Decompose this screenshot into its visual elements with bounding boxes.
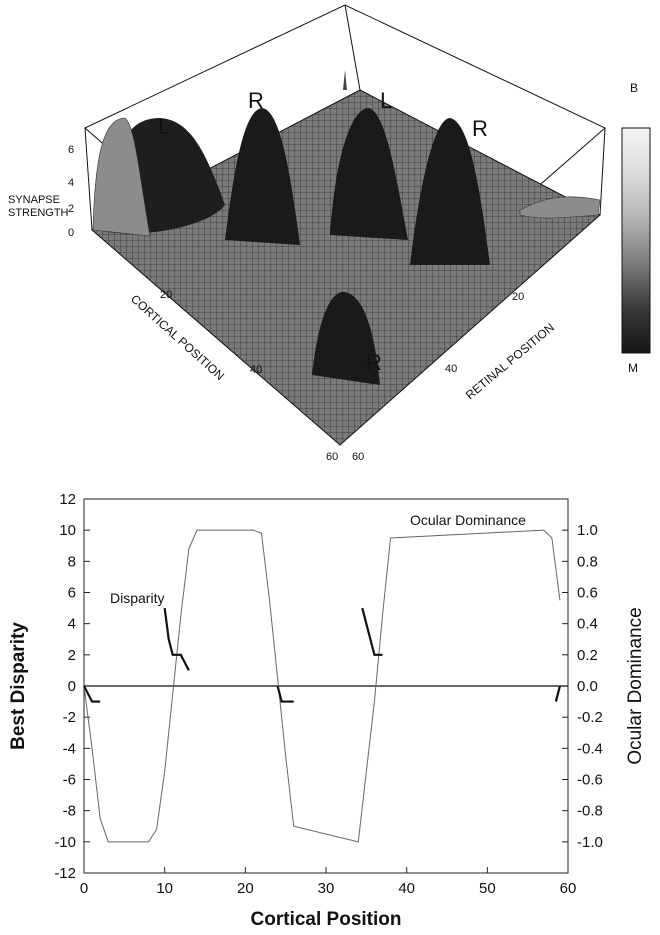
y-left-tick-label: -12 (54, 865, 76, 882)
y-axis-right: 1.0 0.8 0.6 0.4 0.2 0.0 -0.2 -0.4 -0.6 -0.8 -1.0 (562, 522, 603, 851)
y-right-tick-label: -0.2 (577, 709, 603, 726)
y-left-tick-label: -8 (63, 803, 76, 820)
y-tick-40: 40 (445, 363, 457, 375)
y-left-tick-label: 8 (68, 553, 76, 570)
series-disparity-segment (83, 685, 101, 703)
box-edge-back (344, 4, 361, 91)
x-tick-label: 40 (398, 880, 415, 897)
y-right-tick-label: 1.0 (577, 522, 598, 539)
y-right-tick-label: 0.2 (577, 647, 598, 664)
series-layer (83, 529, 568, 843)
series-disparity-segment (276, 685, 294, 703)
x-axis-title: Cortical Position (251, 909, 402, 930)
annotation-disparity: Disparity (110, 590, 164, 606)
y-right-tick-label: -1.0 (577, 834, 603, 851)
z-axis-label-line2: STRENGTH (8, 207, 69, 219)
peak-label-r3: R (366, 350, 382, 375)
y-axis-left: 12 10 8 6 4 2 0 -2 -4 -6 -8 -10 -12 (54, 491, 90, 882)
peak-right-1 (225, 108, 300, 245)
series-disparity-segment (163, 607, 190, 671)
z-tick-0: 0 (68, 227, 74, 239)
y-left-tick-label: 12 (59, 491, 76, 508)
peak-right-2 (410, 118, 490, 265)
y-axis-label: RETINAL POSITION (463, 320, 557, 402)
annotation-ocular-dominance: Ocular Dominance (410, 512, 526, 528)
colorbar-top-label: B (630, 81, 638, 95)
y-right-tick-label: -0.4 (577, 740, 603, 757)
y-left-tick-label: 6 (68, 585, 76, 602)
x-tick-label: 50 (479, 880, 496, 897)
colorbar-bottom-label: M (628, 361, 638, 375)
peak-right-3 (312, 291, 380, 385)
y-left-tick-label: -4 (63, 740, 76, 757)
y-tick-60: 60 (352, 451, 364, 463)
y-tick-20: 20 (512, 291, 524, 303)
z-tick-6: 6 (68, 144, 74, 156)
y-right-tick-label: 0.8 (577, 553, 598, 570)
y-axis-left-title: Best Disparity (8, 622, 29, 750)
series-ocular-dominance-line (83, 529, 561, 843)
x-axis: 0 10 20 30 40 50 60 (80, 867, 577, 897)
y-right-tick-label: -0.8 (577, 803, 603, 820)
x-tick-20: 20 (160, 289, 172, 301)
x-tick-label: 30 (318, 880, 335, 897)
peak-label-l1: L (158, 114, 170, 139)
peak-label-r1: R (248, 88, 264, 113)
y-left-tick-label: 4 (68, 616, 76, 633)
z-tick-2: 2 (68, 203, 74, 215)
x-tick-60: 60 (326, 451, 338, 463)
x-tick-label: 0 (80, 880, 88, 897)
z-axis-label-line1: SYNAPSE (8, 194, 60, 206)
x-tick-label: 10 (156, 880, 173, 897)
peak-label-r2: R (472, 116, 488, 141)
series-disparity-segment (361, 607, 383, 656)
y-right-tick-label: -0.6 (577, 772, 603, 789)
peak-label-l2: L (380, 88, 392, 113)
x-tick-label: 20 (237, 880, 254, 897)
y-left-tick-label: 2 (68, 647, 76, 664)
series-disparity-segment (554, 685, 561, 702)
z-tick-4: 4 (68, 177, 74, 189)
y-axis-right-title: Ocular Dominance (625, 607, 646, 764)
surface-plot: L R L R R SYNAPSE STRENGTH 0 2 4 6 CORTI… (8, 4, 651, 463)
y-right-tick-label: 0.4 (577, 616, 598, 633)
y-left-tick-label: 10 (59, 522, 76, 539)
y-right-tick-label: 0.6 (577, 585, 598, 602)
y-right-tick-label: 0.0 (577, 678, 598, 695)
peak-left-1-shoulder (92, 117, 151, 237)
x-tick-label: 60 (560, 880, 577, 897)
box-edge-left (84, 127, 93, 231)
y-left-tick-label: -2 (63, 709, 76, 726)
peak-left-2 (330, 108, 408, 240)
y-left-tick-label: -6 (63, 772, 76, 789)
colorbar (621, 127, 651, 354)
y-left-tick-label: 0 (68, 678, 76, 695)
y-left-tick-label: -10 (54, 834, 76, 851)
ridge-right-edge (519, 196, 601, 219)
back-spike (343, 70, 347, 90)
x-tick-40: 40 (250, 364, 262, 376)
box-edge-right (599, 127, 606, 216)
